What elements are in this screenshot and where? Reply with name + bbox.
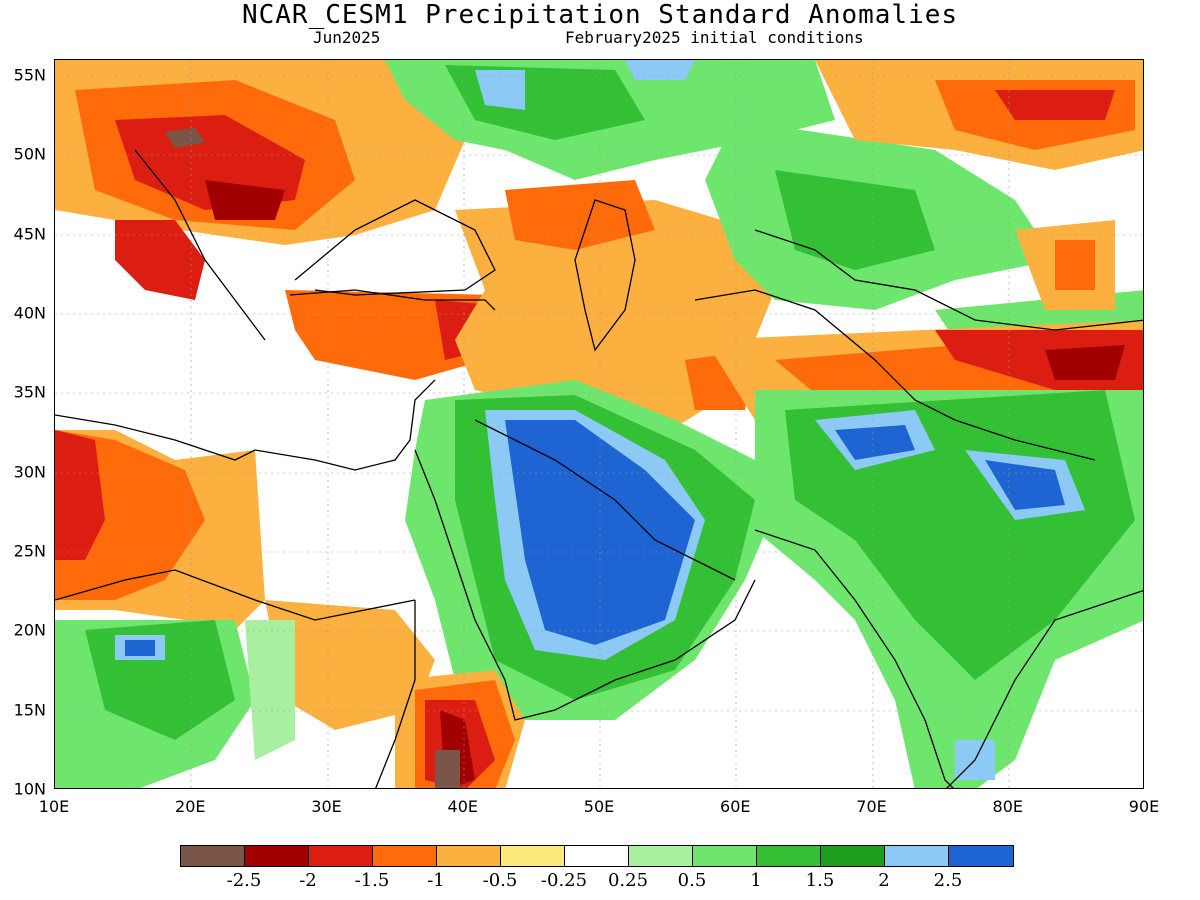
colorbar-swatch <box>501 846 565 866</box>
iran-dry-region <box>455 180 775 440</box>
lon-tick-label: 50E <box>583 797 615 816</box>
colorbar-swatch <box>565 846 629 866</box>
colorbar-swatch <box>629 846 693 866</box>
lon-tick-label: 40E <box>447 797 478 816</box>
colorbar-swatch <box>245 846 309 866</box>
lon-tick-label: 20E <box>175 797 206 816</box>
anomaly-map <box>55 60 1143 788</box>
forecast-month: Jun2025 <box>313 28 381 47</box>
north-africa-dry-region <box>55 430 435 730</box>
colorbar-swatch <box>821 846 885 866</box>
lat-tick-label: 15N <box>13 700 46 720</box>
colorbar-swatch <box>693 846 757 866</box>
lon-tick-label: 90E <box>1128 797 1160 816</box>
lat-tick-label: 30N <box>13 462 46 482</box>
mongolia-dry-region <box>815 60 1143 310</box>
colorbar-swatch <box>373 846 437 866</box>
colorbar-label: -2.5 <box>226 870 262 891</box>
colorbar-label: 0.5 <box>677 870 707 891</box>
colorbar-label: -1.5 <box>354 870 390 891</box>
colorbar-label: 2.5 <box>933 870 963 891</box>
colorbar-swatch <box>885 846 949 866</box>
lon-tick-label: 10E <box>38 797 70 816</box>
lon-tick-label: 70E <box>856 797 887 816</box>
map-plot-area <box>54 59 1144 789</box>
lon-tick-label: 60E <box>720 797 751 816</box>
map-gridlines <box>55 60 1143 788</box>
lat-tick-label: 40N <box>13 303 46 323</box>
lat-tick-label: 25N <box>13 541 46 561</box>
coastlines <box>55 149 1143 788</box>
lat-tick-label: 50N <box>13 144 46 164</box>
europe-dry-region <box>55 60 465 300</box>
colorbar-label: -0.5 <box>482 870 518 891</box>
colorbar-label: 1.5 <box>805 870 835 891</box>
colorbar-swatch <box>949 846 1013 866</box>
chart-title: NCAR_CESM1 Precipitation Standard Anomal… <box>241 0 959 30</box>
colorbar-label: 0.25 <box>607 870 649 891</box>
lat-tick-label: 45N <box>13 224 46 244</box>
colorbar-label: 2 <box>878 870 890 891</box>
arabia-wet-region <box>405 380 775 720</box>
lat-tick-label: 10N <box>13 779 46 799</box>
sahel-wet-region <box>55 620 295 788</box>
colorbar-label: -1 <box>427 870 445 891</box>
colorbar-swatch <box>437 846 501 866</box>
colorbar <box>180 845 1014 867</box>
lon-tick-label: 80E <box>992 797 1023 816</box>
colorbar-swatch <box>181 846 245 866</box>
lat-tick-label: 20N <box>13 620 46 640</box>
colorbar-swatch <box>309 846 373 866</box>
russia-wet-region <box>385 60 835 180</box>
india-wet-region <box>755 390 1143 788</box>
colorbar-label: 1 <box>750 870 762 891</box>
colorbar-label: -0.25 <box>540 870 588 891</box>
ethiopia-dry-region <box>395 670 525 788</box>
lon-tick-label: 30E <box>311 797 342 816</box>
lat-tick-label: 35N <box>13 382 46 402</box>
initial-conditions: February2025 initial conditions <box>565 28 864 47</box>
lat-tick-label: 55N <box>13 65 46 85</box>
colorbar-swatch <box>757 846 821 866</box>
colorbar-label: -2 <box>299 870 317 891</box>
